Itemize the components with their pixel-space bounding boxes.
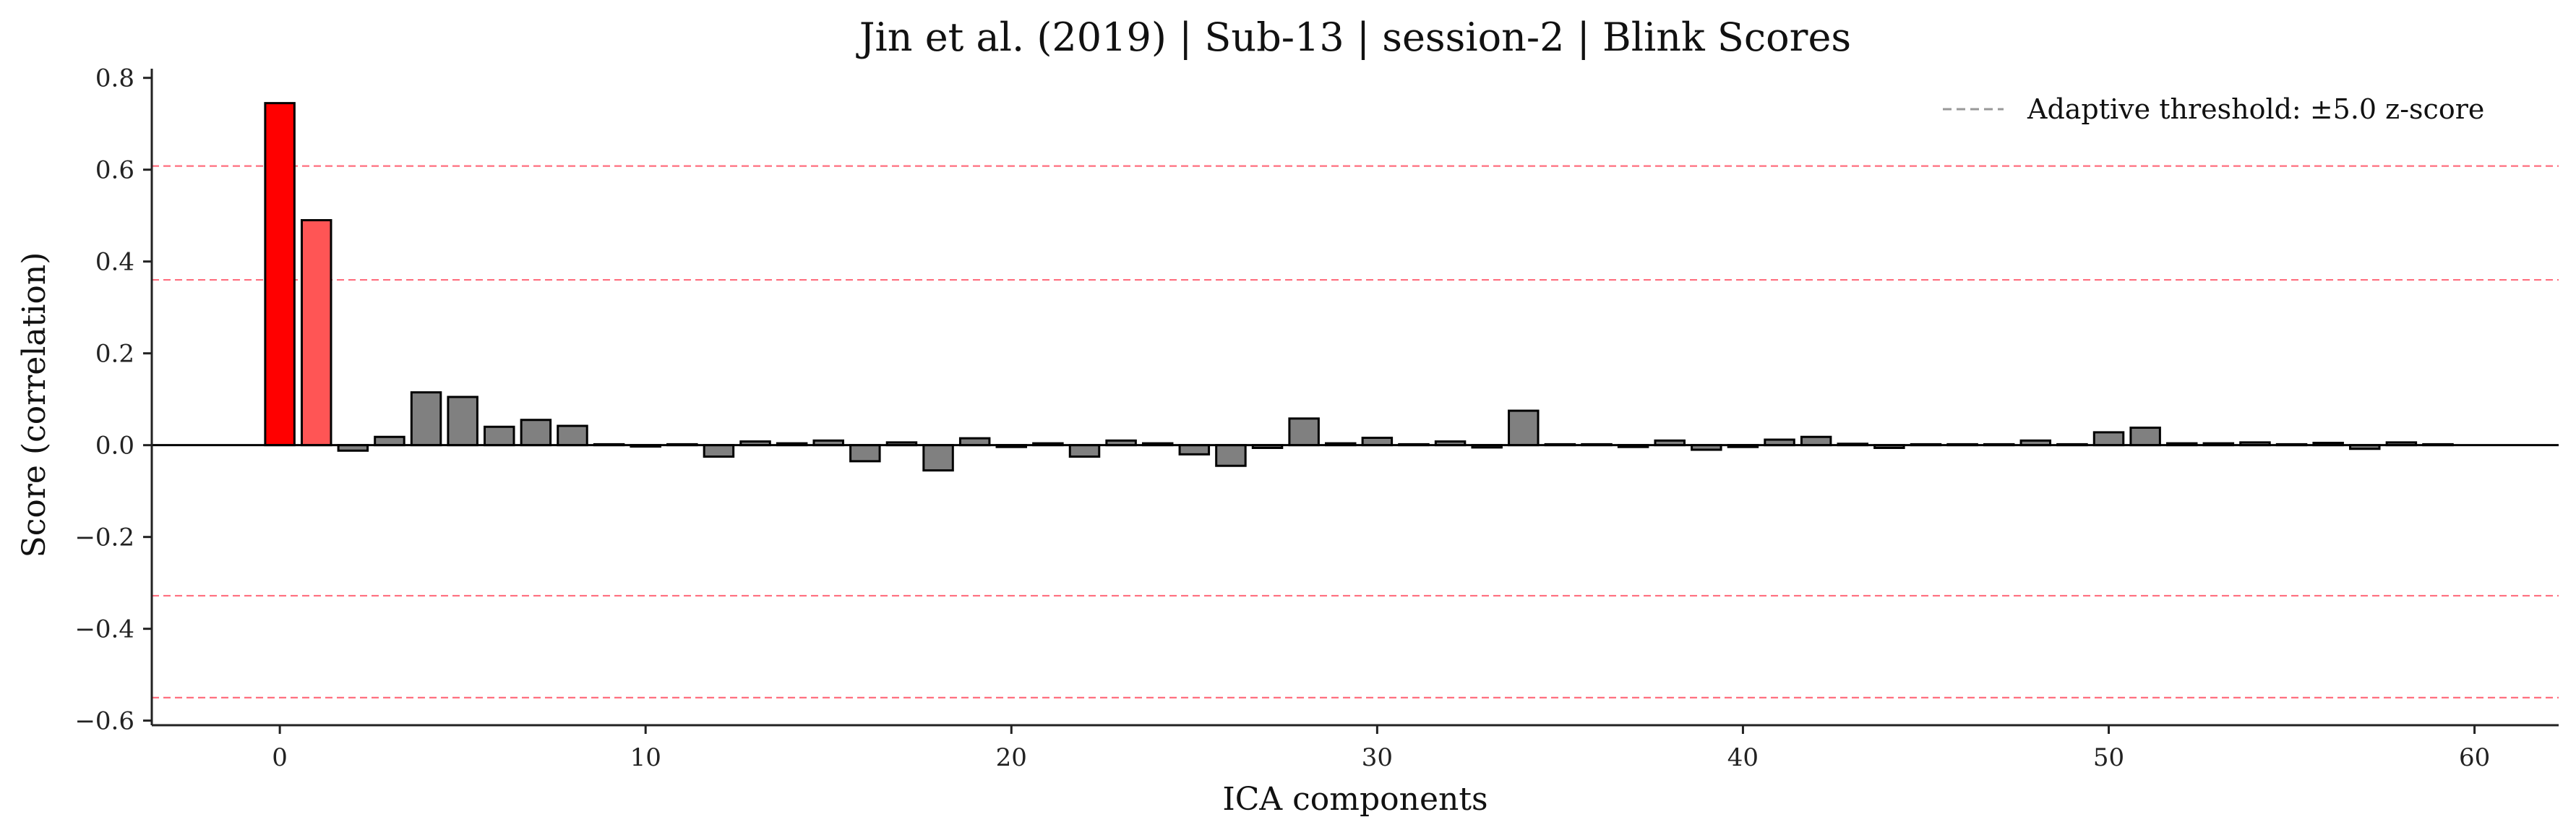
x-tick-label: 60 bbox=[2459, 743, 2490, 772]
bar-component-5 bbox=[447, 396, 478, 447]
bar-component-12 bbox=[703, 444, 735, 458]
bar-component-25 bbox=[1178, 444, 1211, 456]
x-tick-label: 10 bbox=[630, 743, 661, 772]
y-tick-label: 0.6 bbox=[95, 156, 134, 185]
chart-title: Jin et al. (2019) | Sub-13 | session-2 |… bbox=[856, 14, 1851, 60]
bar-component-3 bbox=[374, 435, 405, 447]
x-axis-label: ICA components bbox=[1222, 781, 1487, 818]
y-tick-label: 0.8 bbox=[95, 64, 134, 93]
y-tick-label: −0.2 bbox=[74, 523, 134, 552]
y-tick-label: −0.6 bbox=[74, 707, 134, 736]
y-tick-label: 0.0 bbox=[95, 432, 134, 461]
bar-component-0 bbox=[264, 102, 296, 447]
x-axis-ticks: 0 10 20 30 40 50 60 bbox=[272, 725, 2490, 772]
legend: Adaptive threshold: ±5.0 z-score bbox=[1943, 93, 2484, 125]
bar-component-42 bbox=[1800, 435, 1832, 447]
bar-component-50 bbox=[2092, 431, 2125, 447]
x-tick-label: 20 bbox=[996, 743, 1027, 772]
x-tick-label: 50 bbox=[2093, 743, 2124, 772]
bar-component-30 bbox=[1361, 437, 1394, 447]
y-axis-label: Score (correlation) bbox=[16, 252, 53, 558]
bar-component-16 bbox=[849, 444, 881, 463]
y-tick-label: −0.4 bbox=[74, 615, 134, 644]
bar-component-6 bbox=[484, 425, 515, 447]
bar-component-18 bbox=[922, 444, 954, 472]
bar-component-4 bbox=[410, 391, 442, 447]
bar-component-22 bbox=[1068, 444, 1101, 458]
bar-component-26 bbox=[1215, 444, 1247, 467]
bar-component-8 bbox=[557, 424, 588, 447]
bar-component-28 bbox=[1288, 417, 1320, 447]
legend-label: Adaptive threshold: ±5.0 z-score bbox=[2027, 93, 2484, 125]
bar-component-34 bbox=[1508, 409, 1540, 447]
x-tick-label: 30 bbox=[1362, 743, 1393, 772]
y-tick-label: 0.2 bbox=[95, 340, 134, 369]
bar-component-51 bbox=[2129, 427, 2161, 447]
bar-series bbox=[264, 102, 2454, 472]
bar-component-7 bbox=[520, 419, 552, 447]
x-tick-label: 40 bbox=[1727, 743, 1759, 772]
bar-component-1 bbox=[300, 219, 332, 447]
x-tick-label: 0 bbox=[272, 743, 288, 772]
y-tick-label: 0.4 bbox=[95, 248, 134, 277]
y-axis-ticks: −0.6 −0.4 −0.2 0.0 0.2 0.4 0.6 0.8 bbox=[74, 64, 152, 736]
threshold-lines bbox=[152, 165, 2559, 699]
